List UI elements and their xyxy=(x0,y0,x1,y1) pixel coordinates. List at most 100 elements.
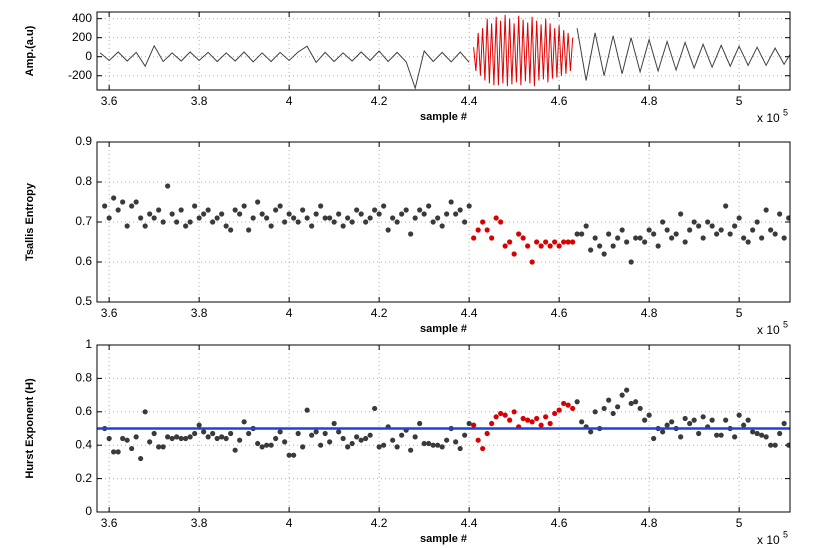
y-tick-label: 0.8 xyxy=(75,371,92,385)
y-tick-label: 0 xyxy=(85,49,92,63)
x-axis-label: sample # xyxy=(420,533,467,545)
data-point xyxy=(781,235,787,241)
y-tick-label: 0.6 xyxy=(75,254,92,268)
data-point xyxy=(295,219,301,225)
data-point xyxy=(363,435,369,442)
data-point xyxy=(493,414,499,420)
data-point xyxy=(597,243,603,249)
data-point xyxy=(610,410,616,417)
data-point xyxy=(579,419,585,425)
data-point xyxy=(408,231,414,237)
data-point xyxy=(228,227,234,233)
data-point xyxy=(741,422,747,428)
panel: 3.6 3.8 4 4.2 4.4 4.6 4.8 5 0 0.2 0.4 0.6 0.8 1 sample… xyxy=(24,337,791,547)
data-point xyxy=(552,410,558,417)
data-point xyxy=(660,429,666,435)
data-point xyxy=(196,215,202,221)
data-point xyxy=(259,444,265,450)
data-point xyxy=(187,219,193,225)
data-point xyxy=(165,183,171,189)
data-point xyxy=(313,211,319,217)
data-point xyxy=(543,239,549,245)
data-point xyxy=(403,207,409,213)
data-point xyxy=(120,199,126,205)
data-point xyxy=(210,219,216,225)
data-point xyxy=(430,442,436,448)
x-tick-label: 4 xyxy=(286,94,293,108)
data-point xyxy=(430,219,436,225)
data-point xyxy=(232,207,238,213)
data-point xyxy=(147,439,153,445)
data-point xyxy=(133,199,139,205)
data-point xyxy=(615,235,621,241)
data-point xyxy=(772,442,778,448)
x-multiplier: x 10 xyxy=(757,533,780,547)
data-point xyxy=(669,419,675,425)
data-point xyxy=(624,239,630,245)
data-point xyxy=(655,243,661,249)
data-point xyxy=(480,445,486,452)
data-point xyxy=(390,215,396,221)
x-axis-label: sample # xyxy=(420,323,467,335)
data-point xyxy=(381,203,387,209)
data-point xyxy=(417,207,423,213)
x-tick-label: 4.2 xyxy=(371,516,388,530)
data-point xyxy=(453,439,459,445)
x-multiplier: x 10 xyxy=(757,323,780,337)
data-point xyxy=(399,211,405,217)
data-point xyxy=(525,243,531,249)
axes-frame xyxy=(96,344,791,513)
data-point xyxy=(529,259,535,265)
data-point xyxy=(682,239,688,245)
data-point xyxy=(714,432,720,438)
data-point xyxy=(201,429,207,435)
data-point xyxy=(489,420,495,427)
x-multiplier-exponent: 5 xyxy=(783,529,788,539)
data-point xyxy=(129,445,135,452)
data-point xyxy=(529,419,535,425)
data-point xyxy=(696,223,702,229)
data-point xyxy=(732,434,738,440)
data-point xyxy=(124,437,130,443)
data-point xyxy=(516,231,522,237)
data-point xyxy=(381,442,387,448)
data-point xyxy=(732,223,738,229)
data-point xyxy=(637,235,643,241)
x-tick-label: 3.6 xyxy=(101,306,118,320)
data-point xyxy=(291,215,297,221)
y-tick-label: 0.7 xyxy=(75,214,92,228)
data-point xyxy=(439,223,445,229)
data-point xyxy=(115,449,121,455)
data-point xyxy=(354,207,360,213)
data-point xyxy=(471,422,477,428)
x-tick-label: 4 xyxy=(286,306,293,320)
x-tick-label: 5 xyxy=(736,94,743,108)
data-point xyxy=(318,203,324,209)
data-point xyxy=(336,429,342,435)
data-point xyxy=(309,223,315,229)
data-point xyxy=(223,223,229,229)
x-tick-label: 4.4 xyxy=(461,516,478,530)
data-point xyxy=(651,231,657,237)
data-point xyxy=(457,207,463,213)
data-point xyxy=(223,435,229,442)
signal-line xyxy=(576,28,790,81)
data-point xyxy=(210,430,216,437)
data-point xyxy=(772,231,778,237)
data-point xyxy=(714,231,720,237)
data-point xyxy=(151,430,157,437)
data-point xyxy=(241,203,247,209)
data-point xyxy=(736,412,742,418)
data-point xyxy=(309,432,315,438)
data-point xyxy=(777,211,783,217)
x-tick-label: 4.8 xyxy=(641,94,658,108)
data-point xyxy=(412,215,418,221)
data-point xyxy=(709,417,715,423)
y-tick-label: 0.4 xyxy=(75,437,92,451)
data-point xyxy=(111,449,117,455)
data-point xyxy=(763,434,769,440)
x-tick-label: 3.6 xyxy=(101,516,118,530)
data-point xyxy=(259,211,265,217)
y-tick-label: -200 xyxy=(68,68,92,82)
data-point xyxy=(214,435,220,442)
